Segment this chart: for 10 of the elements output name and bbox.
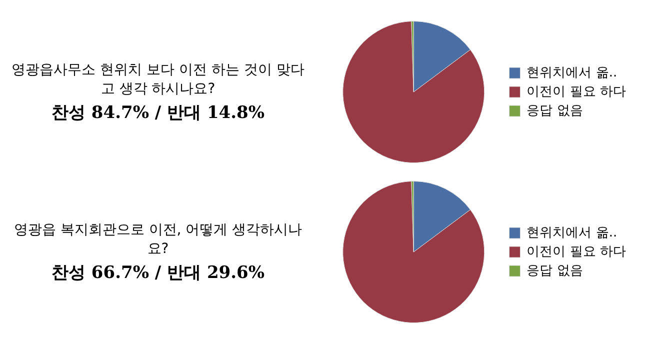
text: 찬성 66.7% / 반대 29.6%	[50, 262, 266, 284]
legend-label: 이전이 필요 하다	[526, 244, 626, 260]
legend-label: 이전이 필요 하다	[526, 84, 626, 100]
legend-label: 응답 없음	[526, 263, 583, 278]
legend-label: 응답 없음	[526, 103, 583, 118]
legend-label: 현위치에서 옮..	[526, 65, 618, 80]
legend-label: 현위치에서 옮..	[526, 225, 618, 240]
text: 찬성 84.7% / 반대 14.8%	[50, 102, 266, 124]
text: 영광읍 복지회관으로 이전, 어떻게 생각하시나요?	[12, 220, 304, 258]
text: 영광읍사무소 현위치 보다 이전 하는 것이 맞다고 생각 하시나요?	[10, 60, 306, 98]
